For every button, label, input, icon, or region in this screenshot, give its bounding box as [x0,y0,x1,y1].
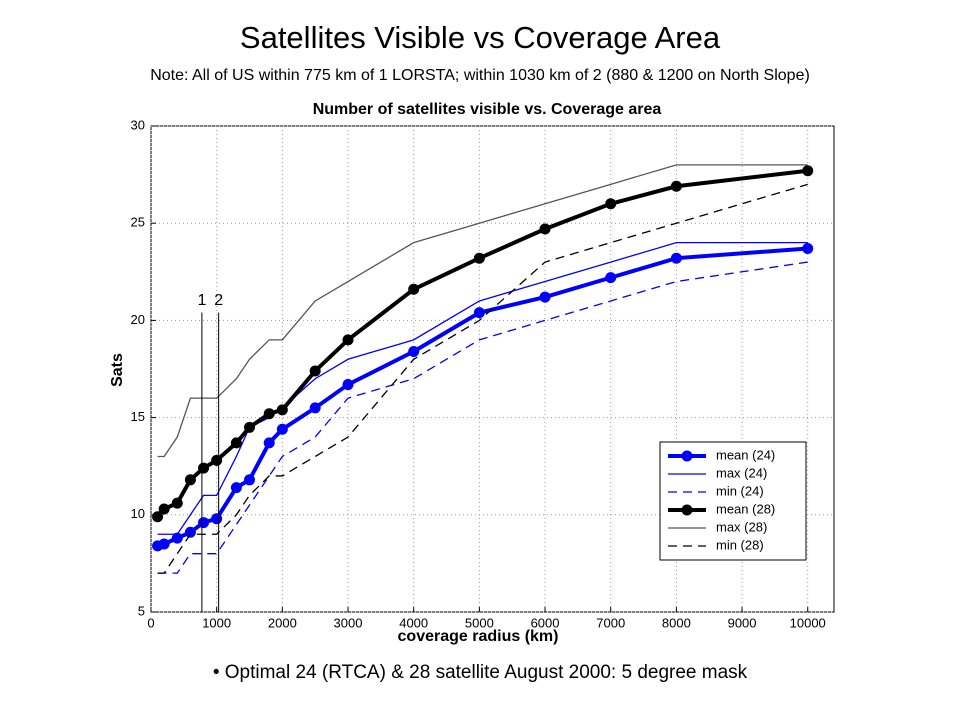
x-tick-label: 5000 [465,615,494,630]
legend-marker [681,504,693,516]
x-tick-label: 9000 [728,615,757,630]
data-point [802,242,814,254]
x-tick-label: 10000 [790,615,826,630]
data-point [605,198,617,210]
x-tick-label: 4000 [399,615,428,630]
data-point [230,482,242,494]
data-point [408,283,420,295]
legend-label: max (28) [716,519,767,534]
y-tick-label: 5 [138,603,145,618]
slide-title: Satellites Visible vs Coverage Area [240,20,721,55]
legend-label: max (24) [716,465,767,480]
series-line [157,164,808,458]
data-point [158,503,170,515]
marker-label: 1 [197,292,206,309]
marker-label: 2 [214,292,223,309]
y-tick-label: 25 [131,215,145,230]
data-point [184,526,196,538]
data-point [184,474,196,486]
legend-label: min (28) [716,537,764,552]
x-tick-label: 6000 [531,615,560,630]
y-tick-label: 15 [131,409,145,424]
data-point [408,346,420,358]
data-point [211,454,223,466]
data-point [539,291,551,303]
data-point [171,497,183,509]
subtitle: Note: All of US within 775 km of 1 LORST… [150,67,810,84]
data-point [276,404,288,416]
data-point [605,272,617,284]
data-point [244,421,256,433]
legend-label: min (24) [716,483,764,498]
data-point [276,423,288,435]
x-tick-label: 0 [147,615,154,630]
footer: • Optimal 24 (RTCA) & 28 satellite Augus… [213,662,748,683]
data-point [309,365,321,377]
data-point [152,511,164,523]
plot-title: Number of satellites visible vs. Coverag… [313,101,662,118]
y-tick-label: 20 [131,312,145,327]
y-axis-label: Sats [109,353,126,387]
data-point [211,513,223,525]
legend-label: mean (28) [716,501,775,516]
x-tick-label: 1000 [202,615,231,630]
data-point [309,402,321,414]
data-point [263,408,275,420]
data-point [473,252,485,264]
x-axis-label: coverage radius (km) [398,628,559,645]
data-point [171,532,183,544]
series-line [157,261,808,574]
data-point [802,165,814,177]
data-point [263,437,275,449]
data-point [230,437,242,449]
legend-box [659,441,807,561]
data-point [342,334,354,346]
data-point [539,223,551,235]
data-point [158,538,170,550]
x-tick-label: 3000 [334,615,363,630]
x-tick-label: 7000 [596,615,625,630]
x-tick-label: 8000 [662,615,691,630]
y-tick-label: 10 [131,506,145,521]
data-point [198,462,210,474]
data-point [244,474,256,486]
x-tick-label: 2000 [268,615,297,630]
legend-marker [681,450,693,462]
data-point [670,252,682,264]
data-point [342,379,354,391]
data-point [198,517,210,529]
legend-label: mean (24) [716,447,775,462]
series-line [157,183,808,574]
y-tick-label: 30 [131,117,145,132]
data-point [473,307,485,319]
data-point [670,180,682,192]
